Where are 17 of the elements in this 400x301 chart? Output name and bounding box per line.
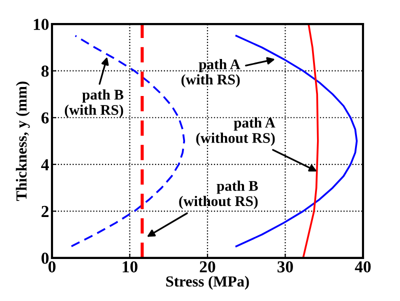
- y-tick-label: 4: [41, 159, 49, 170]
- y-axis-title: Thickness, y (mm): [16, 82, 30, 201]
- annotation: path A (with RS): [181, 58, 240, 88]
- line-series: [302, 24, 319, 258]
- y-tick-label: 6: [41, 112, 49, 124]
- annotation: path B (with RS): [64, 89, 124, 118]
- y-tick-label: 0: [42, 252, 49, 264]
- x-tick-label: 10: [122, 261, 138, 272]
- y-tick-label: 8: [41, 66, 49, 77]
- y-tick-label: 2: [42, 206, 49, 217]
- x-tick-label: 30: [278, 261, 293, 272]
- annotation: path A (without RS): [196, 117, 276, 146]
- x-tick-label: 20: [200, 261, 216, 272]
- y-tick-label: 10: [34, 18, 49, 30]
- annotation: path B (without RS): [179, 180, 258, 210]
- x-axis-title: Stress (MPa): [166, 276, 249, 290]
- x-tick-label: 40: [354, 261, 371, 272]
